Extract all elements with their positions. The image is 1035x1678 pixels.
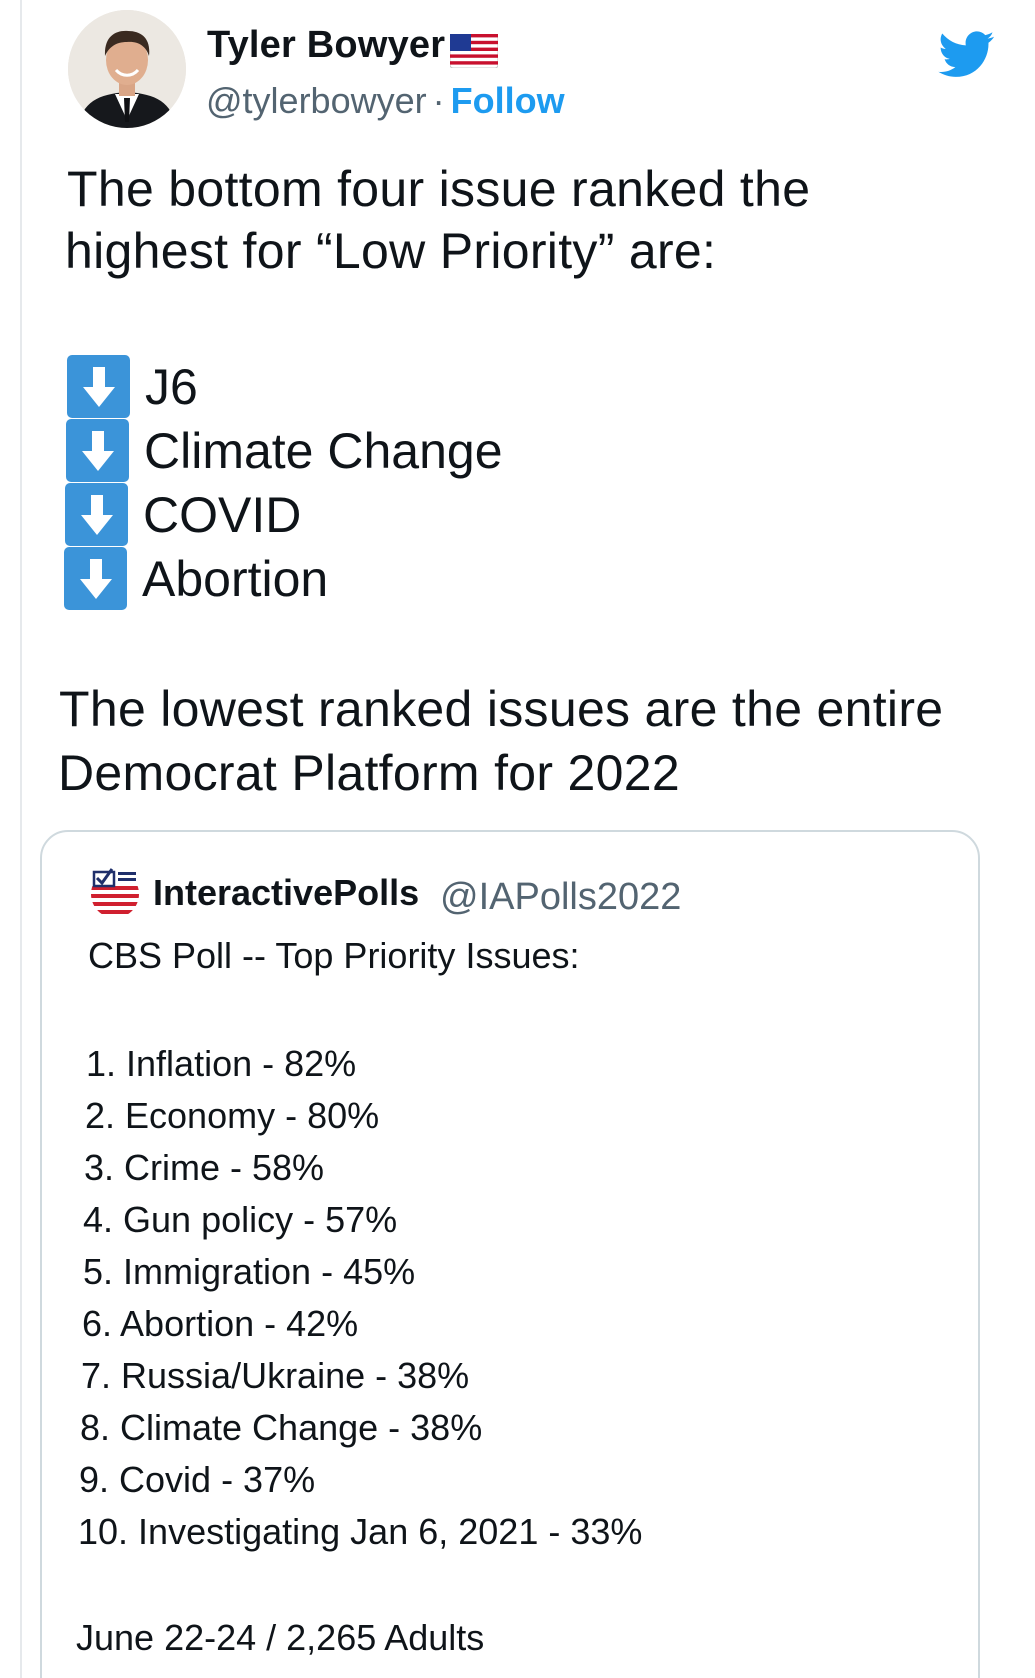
follow-button[interactable]: Follow [450, 80, 565, 121]
quoted-tweet-card[interactable] [40, 830, 980, 1678]
list-item: 2. Economy - 80% [85, 1095, 380, 1136]
list-item: 9. Covid - 37% [79, 1459, 316, 1500]
quoted-author-handle[interactable]: @IAPolls2022 [440, 876, 682, 918]
author-handle-row: @tylerbowyer · Follow [206, 80, 565, 122]
bullet-item: J6 [67, 355, 198, 418]
tweet-text-line-3: The lowest ranked issues are the entire [59, 681, 944, 737]
quoted-author-name[interactable]: InteractivePolls [153, 872, 420, 913]
list-item: 5. Immigration - 45% [83, 1251, 416, 1292]
tweet-text-line-1: The bottom four issue ranked the [67, 161, 811, 217]
poll-logo-icon[interactable] [88, 864, 142, 918]
tweet-text-line-4: Democrat Platform for 2022 [58, 745, 680, 801]
list-item: 4. Gun policy - 57% [83, 1199, 398, 1240]
quoted-heading: CBS Poll -- Top Priority Issues: [88, 935, 580, 976]
list-item: 7. Russia/Ukraine - 38% [81, 1355, 470, 1396]
separator-dot: · [432, 80, 445, 121]
bullet-label: COVID [143, 486, 302, 543]
list-item: 3. Crime - 58% [84, 1147, 325, 1188]
list-item: 10. Investigating Jan 6, 2021 - 33% [78, 1511, 643, 1552]
down-arrow-icon [65, 483, 128, 546]
author-avatar[interactable] [68, 10, 186, 128]
us-flag-icon [450, 34, 498, 68]
list-item: 8. Climate Change - 38% [80, 1407, 483, 1448]
left-border [20, 0, 22, 1678]
bullet-item: COVID [65, 483, 301, 546]
bullet-label: Climate Change [144, 422, 503, 479]
down-arrow-icon [67, 355, 130, 418]
list-item: 6. Abortion - 42% [82, 1303, 359, 1344]
author-name[interactable]: Tyler Bowyer [207, 24, 446, 66]
author-handle[interactable]: @tylerbowyer [206, 80, 427, 121]
down-arrow-icon [66, 419, 129, 482]
tweet-text-line-2: highest for “Low Priority” are: [65, 223, 717, 279]
list-item: 1. Inflation - 82% [86, 1043, 357, 1084]
bullet-item: Climate Change [66, 419, 503, 482]
bullet-label: Abortion [142, 550, 329, 607]
bullet-label: J6 [145, 358, 198, 415]
down-arrow-icon [64, 547, 127, 610]
quoted-footer: June 22-24 / 2,265 Adults [76, 1617, 485, 1658]
twitter-bird-icon[interactable] [935, 26, 999, 82]
bullet-item: Abortion [64, 547, 328, 610]
